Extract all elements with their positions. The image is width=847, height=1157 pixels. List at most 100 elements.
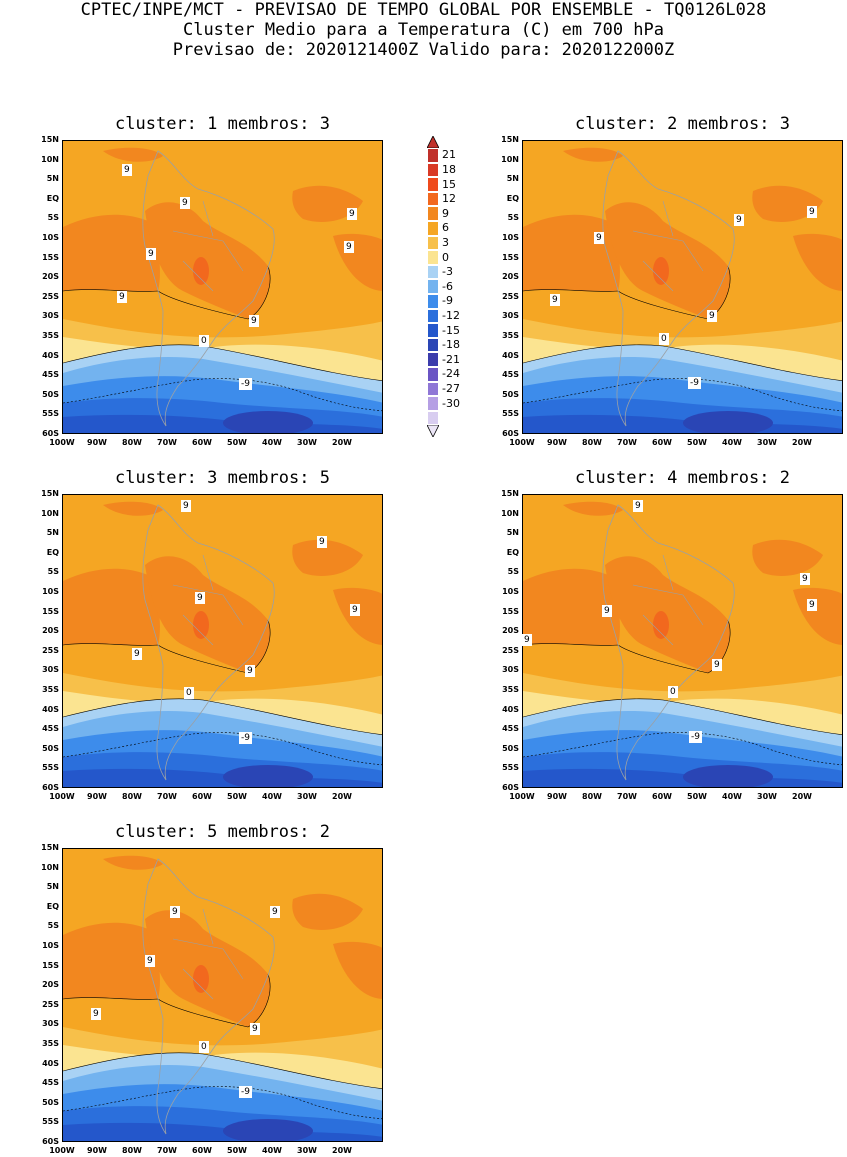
contour-label: 9 — [807, 206, 817, 218]
latitude-tick-label: 15S — [502, 252, 519, 262]
latitude-tick-label: 20S — [42, 626, 59, 636]
latitude-tick-label: 5N — [46, 882, 59, 892]
longitude-tick-label: 70W — [617, 438, 637, 447]
latitude-tick-label: 15N — [41, 843, 59, 852]
contour-minus9 — [63, 378, 382, 412]
longitude-tick-label: 20W — [332, 792, 352, 801]
latitude-tick-label: 10S — [42, 587, 59, 596]
latitude-tick-label: EQ — [46, 901, 59, 911]
longitude-tick-label: 30W — [297, 792, 317, 801]
contour-label: -9 — [239, 732, 252, 744]
latitude-tick-label: 5S — [47, 213, 59, 223]
temperature-map — [62, 140, 383, 434]
color-scale-legend: 21 18 15 12 9 6 3 0 -3 -6 -9 -12 -15 -18 -21 -24 -27 -30 — [424, 136, 484, 446]
colorbar-swatch — [427, 323, 439, 338]
temp-band-9-12 — [333, 941, 382, 999]
longitude-tick-label: 80W — [582, 438, 602, 447]
contour-label: 0 — [668, 686, 678, 698]
longitude-tick-label: 100W — [509, 438, 535, 447]
latitude-tick-label: 30S — [42, 1019, 59, 1029]
latitude-tick-label: 25S — [502, 645, 519, 655]
coastline-south-america — [142, 504, 275, 781]
longitude-tick-label: 90W — [547, 438, 567, 447]
latitude-tick-label: 10N — [41, 862, 59, 872]
latitude-tick-label: EQ — [506, 547, 519, 557]
contour-label: 9 — [734, 214, 744, 226]
latitude-tick-label: 50S — [502, 743, 519, 753]
temp-band-9-12 — [103, 501, 163, 516]
contour-label: 9 — [712, 659, 722, 671]
colorbar-swatch — [427, 148, 439, 163]
contour-label: 9 — [132, 648, 142, 660]
longitude-tick-label: 20W — [332, 438, 352, 447]
colorbar-swatch — [427, 396, 439, 411]
latitude-tick-label: 40S — [42, 350, 59, 360]
colorbar-swatch — [427, 191, 439, 207]
latitude-tick-label: 35S — [502, 331, 519, 340]
political-borders — [632, 200, 704, 292]
temp-band-9-12 — [523, 214, 620, 292]
contour-label: 9 — [633, 500, 643, 512]
temp-band-12-15 — [193, 965, 209, 993]
temp-band-9-12 — [563, 501, 623, 516]
contour-label: 9 — [522, 634, 532, 646]
contour-label: 9 — [344, 241, 354, 253]
latitude-tick-label: 35S — [42, 1039, 59, 1048]
cluster-panel-3: cluster: 3 membros: 5 9 9 9 9 9 9 0 -9 15N 10N 5N EQ… — [41, 468, 383, 801]
political-borders — [632, 554, 704, 646]
colorbar-label: -15 — [442, 323, 460, 337]
temp-band-12-15 — [653, 611, 669, 639]
contour-minus9 — [63, 1086, 382, 1120]
latitude-tick-label: 35S — [502, 685, 519, 694]
latitude-tick-label: 55S — [502, 763, 519, 773]
latitude-tick-label: 60S — [502, 783, 519, 792]
latitude-tick-label: 5S — [47, 921, 59, 931]
temp-band-12-15 — [193, 257, 209, 285]
longitude-tick-label: 40W — [262, 792, 282, 801]
political-borders — [172, 554, 244, 646]
colorbar-label: -6 — [442, 279, 453, 293]
header-title-line1: CPTEC/INPE/MCT - PREVISAO DE TEMPO GLOBA… — [80, 0, 767, 20]
latitude-tick-label: 60S — [42, 783, 59, 792]
cluster-title: cluster: 4 membros: 2 — [575, 468, 790, 488]
latitude-tick-label: 35S — [42, 331, 59, 340]
contour-label: 9 — [602, 605, 612, 617]
colorbar-label: 6 — [442, 221, 449, 235]
header-title-line2: Cluster Medio para a Temperatura (C) em … — [182, 20, 665, 40]
temp-band-9-12 — [103, 855, 163, 870]
temp-band-9-12 — [292, 539, 363, 576]
latitude-tick-label: 45S — [502, 370, 519, 380]
temp-band-9-12 — [523, 568, 620, 646]
contour-0 — [523, 698, 842, 736]
latitude-tick-label: 55S — [42, 763, 59, 773]
latitude-tick-label: 60S — [42, 429, 59, 438]
latitude-tick-label: 5N — [506, 174, 519, 184]
latitude-tick-label: 30S — [42, 665, 59, 675]
temp-band-9-12 — [752, 185, 823, 222]
colorbar-label: -9 — [442, 294, 453, 308]
colorbar-swatch — [427, 352, 439, 367]
political-borders — [172, 908, 244, 1000]
contour-0 — [523, 344, 842, 382]
temp-band-9-12 — [292, 185, 363, 222]
contour-label: -9 — [239, 1086, 252, 1098]
cluster-title: cluster: 5 membros: 2 — [115, 822, 330, 842]
latitude-tick-label: 40S — [42, 704, 59, 714]
temp-band-9-12 — [63, 922, 160, 1000]
latitude-tick-label: 15S — [42, 252, 59, 262]
colorbar-swatch — [427, 337, 439, 353]
longitude-tick-label: 90W — [87, 792, 107, 801]
contour-label: 9 — [170, 906, 180, 918]
contour-label: 9 — [117, 291, 127, 303]
contour-label: 9 — [707, 310, 717, 322]
contour-label: 9 — [317, 536, 327, 548]
longitude-tick-label: 40W — [262, 1146, 282, 1155]
contour-minus9 — [523, 378, 842, 412]
latitude-tick-label: 30S — [502, 665, 519, 675]
latitude-tick-label: 15N — [41, 489, 59, 498]
colorbar-label: -27 — [442, 381, 460, 395]
temp-band-9-12 — [292, 893, 363, 930]
temp-band-minus18-minus15 — [223, 765, 313, 787]
longitude-tick-label: 60W — [652, 792, 672, 801]
longitude-tick-label: 50W — [227, 792, 247, 801]
